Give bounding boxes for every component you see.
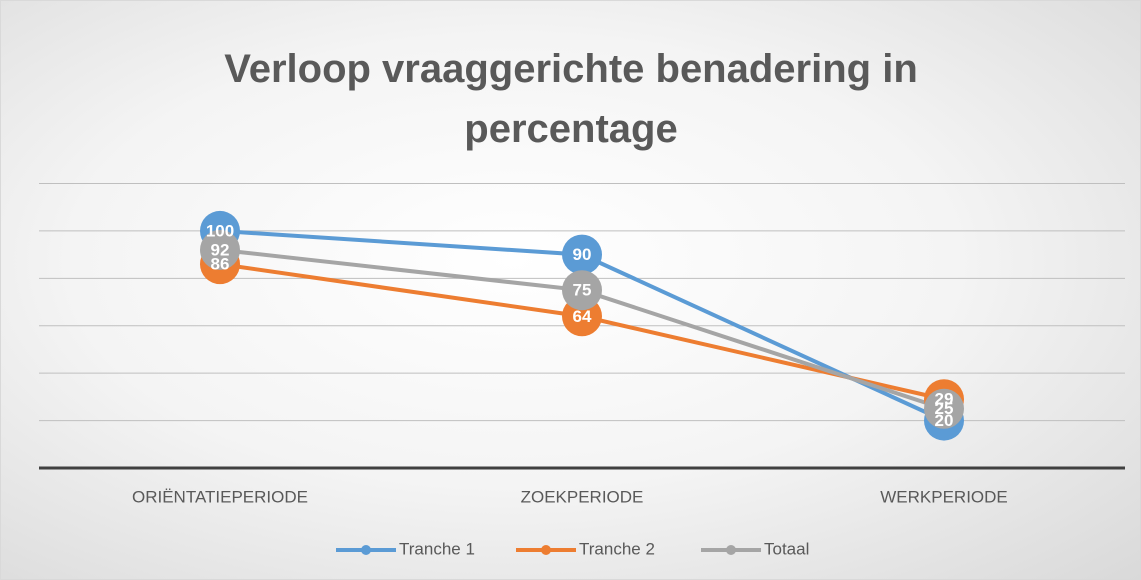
data-label: 90 — [573, 245, 592, 264]
data-label: 100 — [206, 221, 234, 240]
marker — [924, 388, 964, 429]
data-label: 64 — [573, 307, 592, 326]
marker — [562, 234, 602, 275]
x-tick-label: ZOEKPERIODE — [521, 487, 644, 506]
legend-marker — [541, 545, 551, 555]
data-label: 20 — [935, 411, 954, 430]
data-label: 25 — [935, 399, 954, 418]
legend-marker — [361, 545, 371, 555]
marker — [200, 229, 240, 270]
data-label: 92 — [211, 240, 230, 259]
marker — [562, 270, 602, 311]
data-label: 86 — [211, 255, 230, 274]
legend-marker — [726, 545, 736, 555]
data-label: 75 — [573, 281, 592, 300]
legend-label: Tranche 1 — [399, 539, 475, 558]
data-label: 29 — [935, 390, 954, 409]
chart-title: Verloop vraaggerichte benadering in perc… — [224, 47, 918, 151]
legend-label: Tranche 2 — [579, 539, 655, 558]
legend-label: Totaal — [764, 539, 809, 558]
x-tick-label: WERKPERIODE — [880, 487, 1008, 506]
x-tick-label: ORIËNTATIEPERIODE — [132, 487, 308, 506]
